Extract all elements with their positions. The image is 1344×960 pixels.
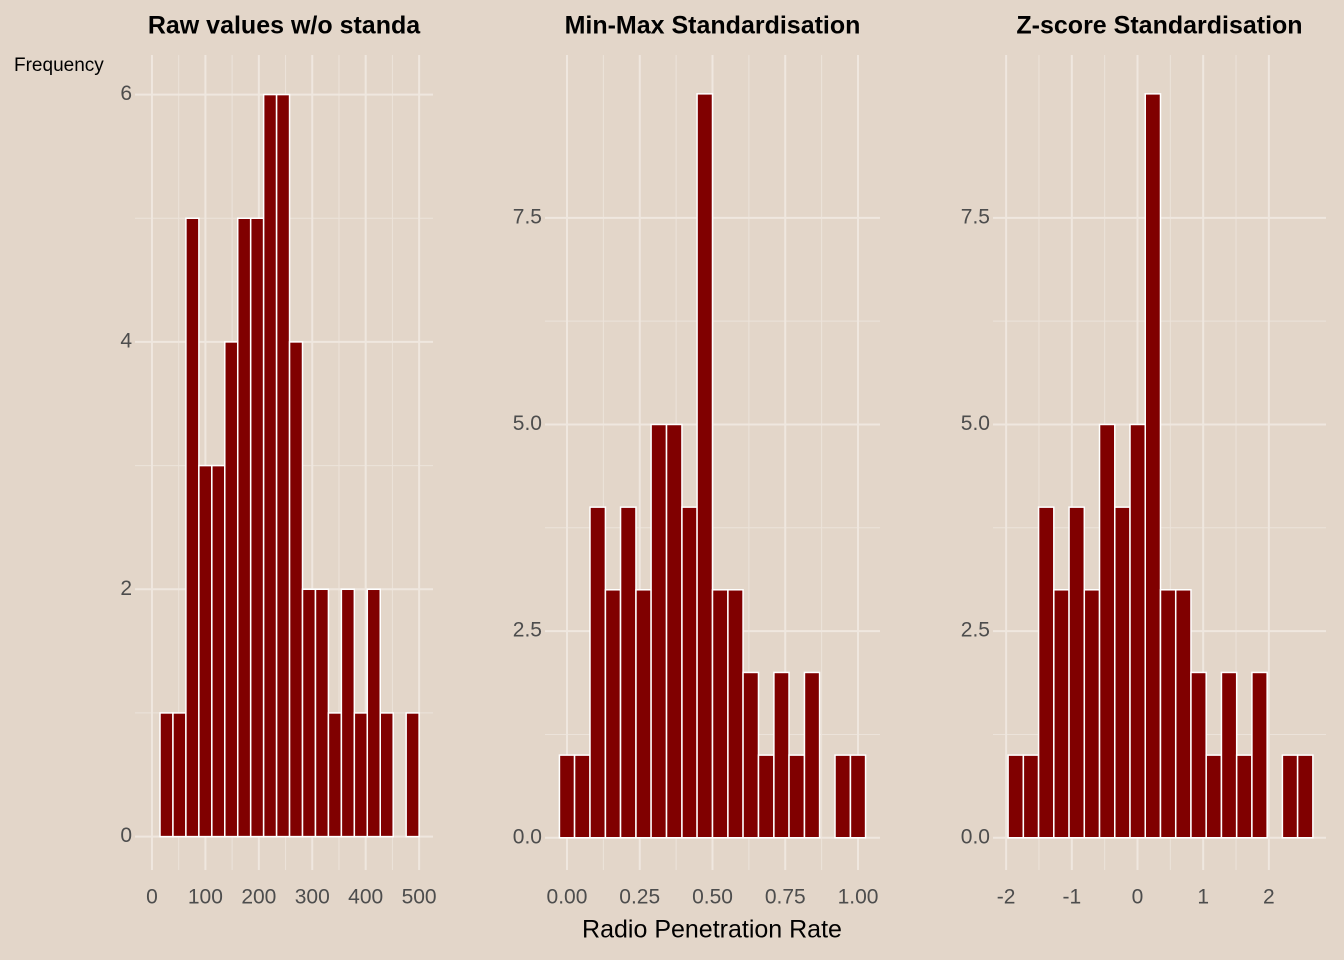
bar xyxy=(185,217,200,838)
bar xyxy=(573,754,591,839)
bar xyxy=(262,93,278,838)
bar xyxy=(224,341,239,838)
bar xyxy=(301,588,317,838)
bar xyxy=(788,754,806,839)
bar xyxy=(1296,754,1314,839)
bar xyxy=(665,423,683,839)
bar xyxy=(711,589,729,839)
x-tick-label: 0.25 xyxy=(619,886,660,909)
bar xyxy=(288,341,304,838)
y-tick-label: 6 xyxy=(120,82,132,105)
chart-title: Z-score Standardisation xyxy=(1016,12,1302,40)
bar xyxy=(1083,589,1101,839)
bar xyxy=(1098,423,1116,839)
x-tick-label: 500 xyxy=(402,886,437,909)
bar xyxy=(773,671,790,839)
bar xyxy=(1281,754,1299,839)
y-tick-label: 0 xyxy=(120,824,132,847)
bar xyxy=(681,506,698,839)
x-tick-label: 0 xyxy=(1132,886,1144,909)
bar xyxy=(198,464,213,838)
bar xyxy=(604,589,622,839)
bar xyxy=(275,93,291,838)
y-tick-label: 2.5 xyxy=(513,619,542,642)
x-tick-label: -1 xyxy=(1062,886,1081,909)
y-axis-label: Frequency xyxy=(14,55,104,76)
bar xyxy=(236,217,252,838)
x-tick-label: 1 xyxy=(1197,886,1209,909)
x-tick-label: 0.00 xyxy=(547,886,588,909)
bar xyxy=(696,93,714,839)
bar xyxy=(211,464,226,838)
x-tick-label: 100 xyxy=(188,886,223,909)
x-tick-label: 2 xyxy=(1263,886,1275,909)
chart-title: Raw values w/o standa xyxy=(148,12,421,40)
bar xyxy=(1159,589,1177,839)
bar xyxy=(1129,423,1146,839)
x-tick-label: 0.50 xyxy=(692,886,733,909)
y-tick-label: 2.5 xyxy=(961,619,990,642)
bar xyxy=(1068,506,1086,839)
bar xyxy=(1174,589,1192,839)
bar xyxy=(1144,93,1162,839)
x-tick-label: 300 xyxy=(295,886,330,909)
bar xyxy=(1037,506,1055,839)
bar xyxy=(366,588,381,838)
y-tick-label: 2 xyxy=(120,577,132,600)
bar xyxy=(650,423,668,839)
bar xyxy=(834,754,852,839)
y-tick-label: 0.0 xyxy=(513,825,542,848)
bar xyxy=(340,588,356,838)
x-tick-label: -2 xyxy=(997,886,1016,909)
bar xyxy=(1114,506,1131,839)
bar xyxy=(1053,589,1070,839)
x-axis-label: Radio Penetration Rate xyxy=(582,916,842,944)
bar xyxy=(172,712,187,838)
bar xyxy=(327,712,343,838)
bar xyxy=(742,671,760,839)
chart-title: Min-Max Standardisation xyxy=(565,12,861,40)
bar xyxy=(1235,754,1253,839)
y-tick-label: 0.0 xyxy=(961,825,990,848)
bar xyxy=(589,506,607,839)
y-tick-label: 4 xyxy=(120,329,132,352)
x-tick-label: 400 xyxy=(348,886,383,909)
bar xyxy=(849,754,867,839)
bar xyxy=(619,506,637,839)
bar xyxy=(757,754,775,839)
bar xyxy=(159,712,174,838)
bar xyxy=(803,671,821,839)
y-tick-label: 5.0 xyxy=(513,412,542,435)
bar xyxy=(379,712,394,838)
bar xyxy=(249,217,265,838)
bar xyxy=(558,754,576,839)
bar xyxy=(1022,754,1040,839)
bar xyxy=(405,712,420,838)
y-tick-label: 7.5 xyxy=(513,205,542,228)
bar xyxy=(635,589,652,839)
bar xyxy=(1205,754,1223,839)
bar xyxy=(727,589,744,839)
bar xyxy=(1251,671,1268,839)
x-tick-label: 0 xyxy=(146,886,158,909)
x-tick-label: 200 xyxy=(241,886,276,909)
bar xyxy=(1007,754,1025,839)
x-tick-label: 0.75 xyxy=(765,886,806,909)
y-tick-label: 5.0 xyxy=(961,412,990,435)
bar xyxy=(1220,671,1238,839)
y-tick-label: 7.5 xyxy=(961,205,990,228)
bar xyxy=(314,588,330,838)
bar xyxy=(1190,671,1207,839)
bar xyxy=(353,712,369,838)
x-tick-label: 1.00 xyxy=(838,886,879,909)
